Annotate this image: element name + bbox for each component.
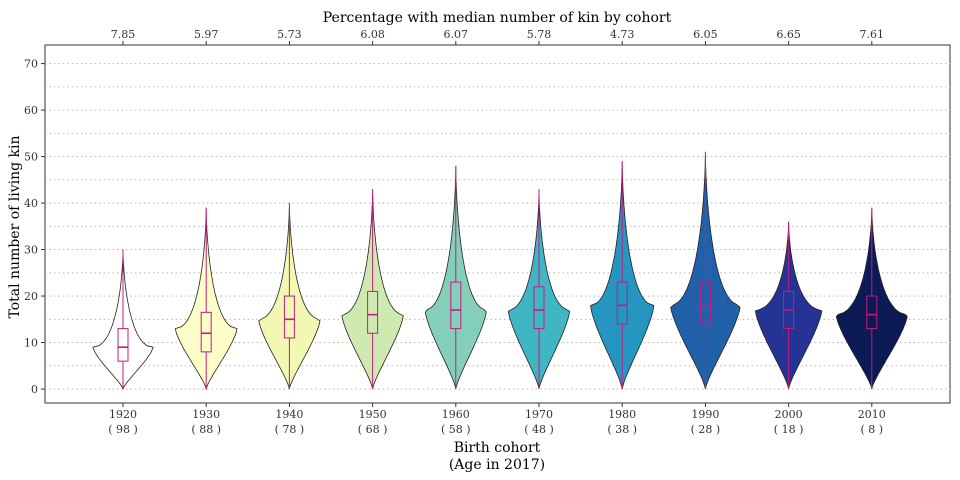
x-axis-subtitle: (Age in 2017) <box>449 457 545 473</box>
y-tick-label: 60 <box>24 104 38 117</box>
x-tick-label: 2010 <box>858 408 886 421</box>
x-tick-label: 1970 <box>525 408 553 421</box>
age-label: ( 28 ) <box>691 423 721 436</box>
violin-1970 <box>507 189 571 390</box>
x-axis-title: Birth cohort <box>454 440 541 456</box>
top-tick-label: 5.97 <box>194 28 219 41</box>
age-label: ( 68 ) <box>358 423 388 436</box>
plot-area: 0 10 20 30 40 50 60 70 1920 ( 98 ) 7.85 1930 ( 88 ) 5… <box>24 28 951 436</box>
violin-2000 <box>754 221 823 390</box>
age-label: ( 38 ) <box>607 423 637 436</box>
top-tick-label: 7.85 <box>111 28 136 41</box>
x-tick-label: 2000 <box>775 408 803 421</box>
box-1980 <box>616 281 628 325</box>
top-tick-label: 7.61 <box>860 28 885 41</box>
top-tick-label: 5.78 <box>527 28 552 41</box>
x-tick-label: 1990 <box>691 408 719 421</box>
chart-title: Percentage with median number of kin by … <box>323 10 672 26</box>
top-tick-label: 4.73 <box>610 28 635 41</box>
box-1920 <box>117 328 129 362</box>
age-label: ( 88 ) <box>191 423 221 436</box>
y-tick-label: 0 <box>31 383 38 396</box>
top-tick-label: 6.65 <box>776 28 801 41</box>
x-tick-label: 1960 <box>442 408 470 421</box>
age-label: ( 78 ) <box>275 423 305 436</box>
y-tick-label: 10 <box>24 337 38 350</box>
x-tick-label: 1950 <box>359 408 387 421</box>
age-label: ( 8 ) <box>861 423 884 436</box>
top-tick-label: 6.08 <box>360 28 385 41</box>
box-1970 <box>533 286 545 330</box>
box-1950 <box>367 290 379 334</box>
y-tick-label: 50 <box>24 151 38 164</box>
top-tick-label: 5.73 <box>277 28 302 41</box>
top-tick-label: 6.05 <box>693 28 718 41</box>
y-tick-label: 40 <box>24 197 38 210</box>
y-axis-title: Total number of living kin <box>7 135 23 318</box>
plot-panel <box>44 44 951 404</box>
x-tick-label: 1940 <box>275 408 303 421</box>
y-tick-label: 30 <box>24 244 38 257</box>
box-1930 <box>200 311 212 353</box>
violin-2010 <box>835 207 908 390</box>
age-label: ( 48 ) <box>524 423 554 436</box>
age-label: ( 18 ) <box>774 423 804 436</box>
x-tick-label: 1980 <box>608 408 636 421</box>
top-tick-label: 6.07 <box>444 28 469 41</box>
y-tick-label: 70 <box>24 58 38 71</box>
x-tick-label: 1920 <box>109 408 137 421</box>
box-1960 <box>450 281 462 330</box>
x-tick-label: 1930 <box>192 408 220 421</box>
box-1990 <box>699 281 711 325</box>
age-label: ( 98 ) <box>108 423 138 436</box>
age-label: ( 58 ) <box>441 423 471 436</box>
box-2010 <box>866 295 878 330</box>
y-tick-label: 20 <box>24 290 38 303</box>
box-1940 <box>283 295 295 339</box>
